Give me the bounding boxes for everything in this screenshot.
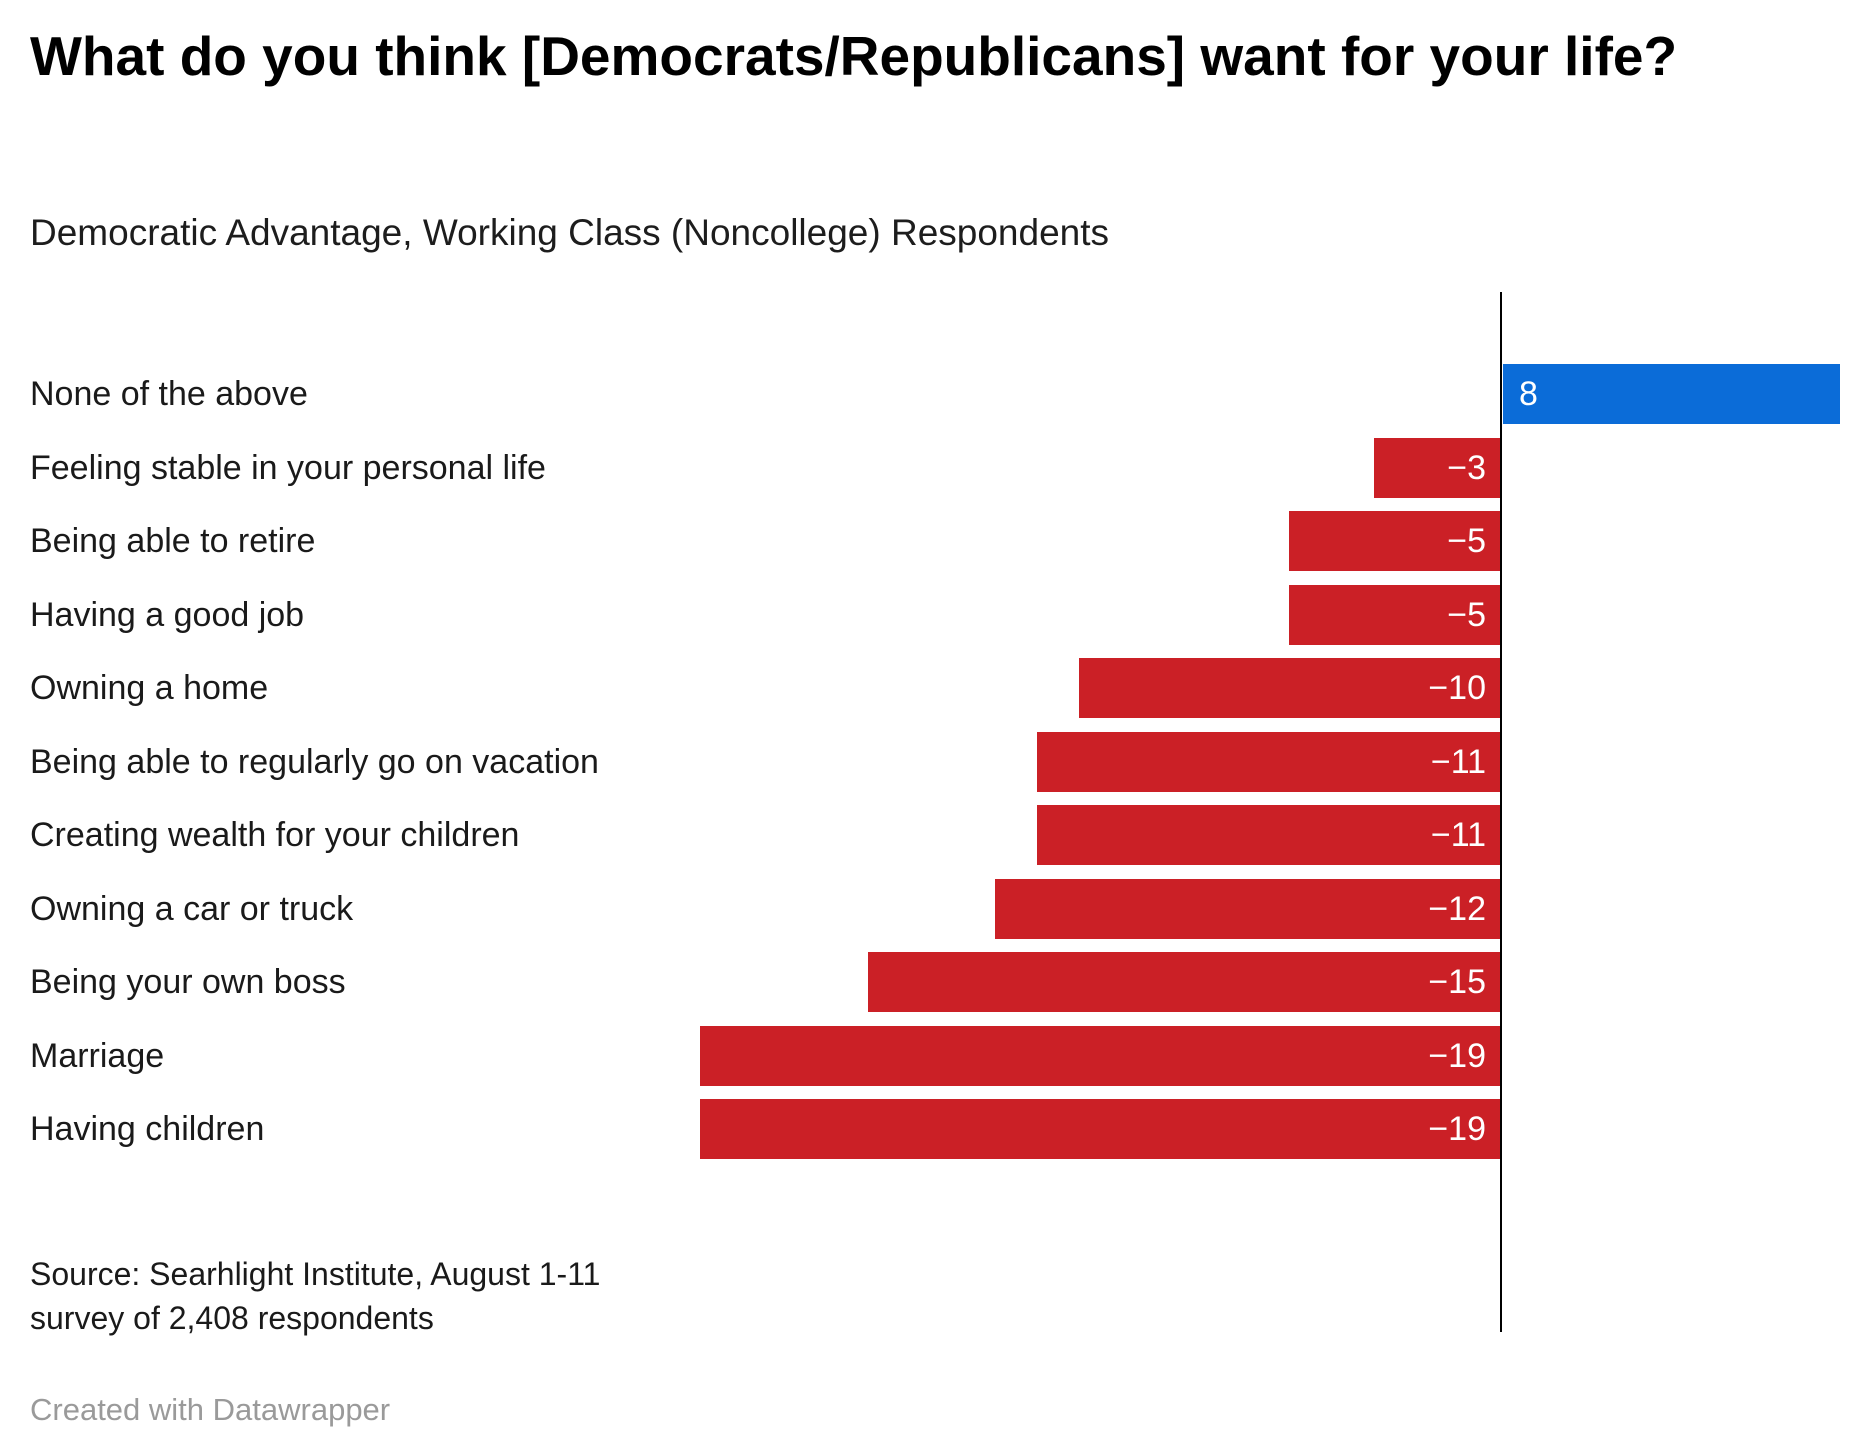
- negative-bar: −5: [1289, 511, 1500, 571]
- category-label: Having children: [30, 1110, 265, 1148]
- negative-bar: −11: [1037, 732, 1500, 792]
- bar-row: Having children −19: [0, 1099, 1871, 1159]
- negative-bar: −10: [1079, 658, 1500, 718]
- bar-row: Being able to regularly go on vacation −1…: [0, 732, 1871, 792]
- category-label: Creating wealth for your children: [30, 816, 520, 854]
- bar-value-label: −12: [1428, 890, 1486, 928]
- category-label: Being able to retire: [30, 522, 316, 560]
- bar-row: Owning a car or truck −12: [0, 879, 1871, 939]
- bar-value-label: −19: [1428, 1037, 1486, 1075]
- bar-row: Feeling stable in your personal life −3: [0, 438, 1871, 498]
- category-label: Owning a home: [30, 669, 269, 707]
- negative-bar: −3: [1374, 438, 1500, 498]
- negative-bar: −11: [1037, 805, 1500, 865]
- bar-row: Marriage −19: [0, 1026, 1871, 1086]
- bar-row: Being your own boss −15: [0, 952, 1871, 1012]
- negative-bar: −19: [700, 1026, 1500, 1086]
- datawrapper-credit: Created with Datawrapper: [30, 1392, 391, 1427]
- zero-axis-line: [1500, 292, 1502, 1332]
- bar-row: Creating wealth for your children −11: [0, 805, 1871, 865]
- bar-row: Being able to retire −5: [0, 511, 1871, 571]
- bar-row: None of the above 8: [0, 364, 1871, 424]
- bar-value-label: −11: [1430, 743, 1486, 781]
- bar-value-label: −11: [1430, 816, 1486, 854]
- bar-value-label: −5: [1447, 596, 1486, 634]
- bar-value-label: −3: [1447, 449, 1486, 487]
- bar-row: Owning a home −10: [0, 658, 1871, 718]
- category-label: Marriage: [30, 1037, 165, 1075]
- negative-bar: −12: [995, 879, 1500, 939]
- source-note: Source: Searhlight Institute, August 1-1…: [30, 1256, 601, 1337]
- category-label: Having a good job: [30, 596, 305, 634]
- bar-row: Having a good job −5: [0, 585, 1871, 645]
- bar-value-label: −15: [1428, 963, 1486, 1001]
- bar-value-label: −10: [1428, 669, 1486, 707]
- positive-bar: 8: [1503, 364, 1840, 424]
- bar-value-label: −19: [1428, 1110, 1486, 1148]
- chart-title: What do you think [Democrats/Republicans…: [30, 25, 1678, 87]
- category-label: None of the above: [30, 375, 308, 413]
- negative-bar: −19: [700, 1099, 1500, 1159]
- bar-value-label: −5: [1447, 522, 1486, 560]
- category-label: Being able to regularly go on vacation: [30, 743, 599, 781]
- negative-bar: −5: [1289, 585, 1500, 645]
- category-label: Owning a car or truck: [30, 890, 354, 928]
- chart-subtitle: Democratic Advantage, Working Class (Non…: [30, 212, 1110, 253]
- category-label: Feeling stable in your personal life: [30, 449, 546, 487]
- category-label: Being your own boss: [30, 963, 346, 1001]
- bar-value-label: 8: [1519, 375, 1538, 413]
- negative-bar: −15: [868, 952, 1500, 1012]
